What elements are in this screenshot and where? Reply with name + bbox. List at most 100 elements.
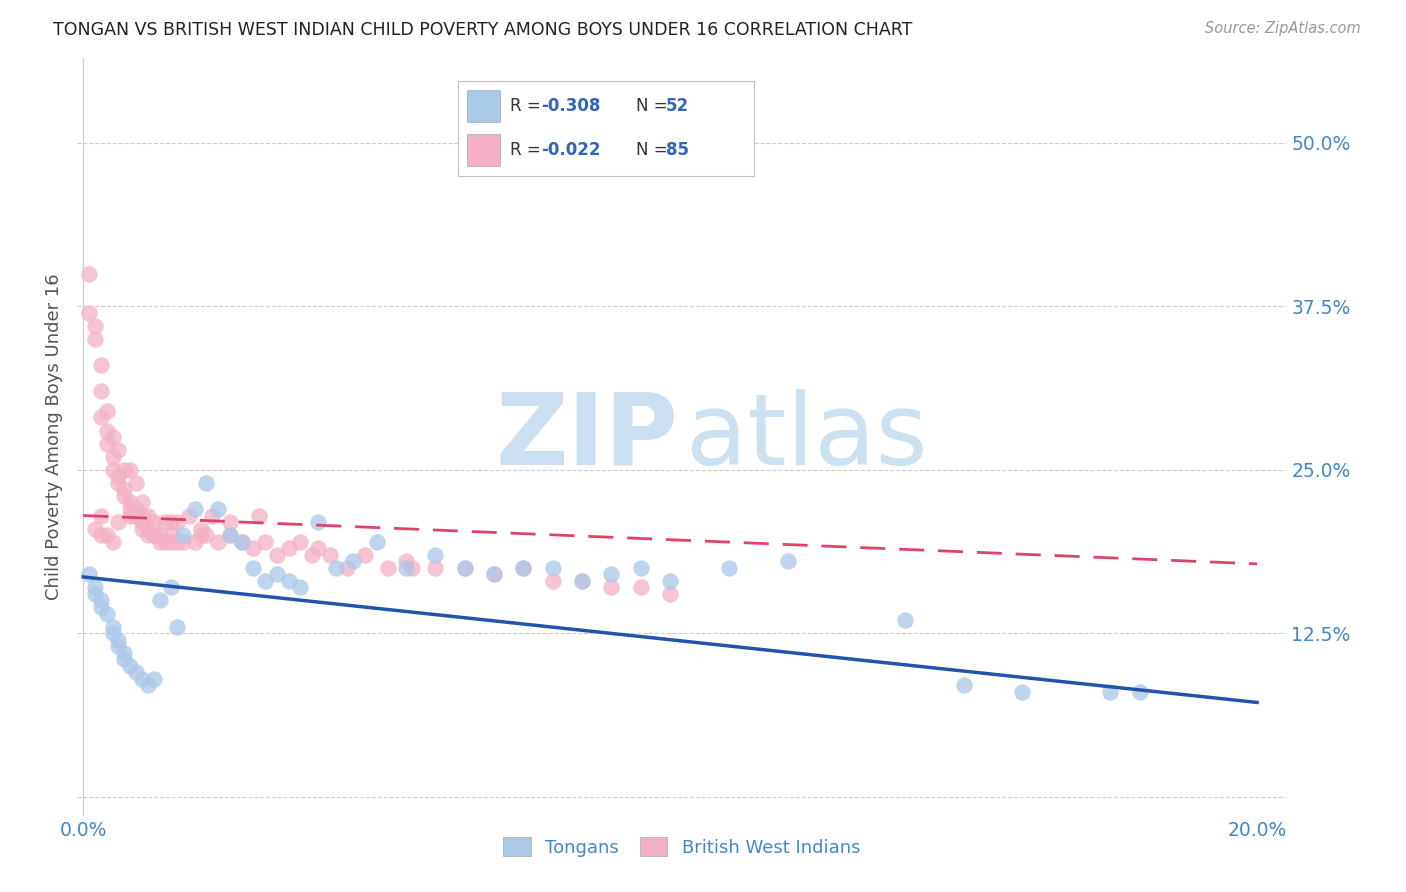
Point (425, 548, 447, 562)
Point (125, 508, 148, 523)
Point (101, 534, 124, 549)
Point (177, 508, 200, 523)
Point (307, 515, 329, 529)
Point (136, 528, 159, 542)
Point (395, 561, 418, 575)
Point (454, 561, 477, 575)
Point (90, 600, 112, 615)
Point (112, 483, 135, 497)
Point (630, 581, 652, 595)
Point (659, 574, 682, 588)
Point (894, 613, 917, 627)
Point (96, 436, 118, 450)
Y-axis label: Child Poverty Among Boys Under 16: Child Poverty Among Boys Under 16 (45, 274, 63, 600)
Point (120, 508, 142, 523)
Point (136, 678, 159, 692)
Point (776, 554, 799, 568)
Point (84, 581, 107, 595)
Point (541, 561, 564, 575)
Point (219, 515, 242, 529)
Text: ZIP: ZIP (495, 389, 678, 485)
Point (482, 567, 505, 582)
Point (120, 495, 142, 509)
Point (90, 384, 112, 399)
Point (125, 475, 148, 490)
Point (266, 567, 288, 582)
Point (190, 528, 212, 542)
Point (77, 267, 100, 281)
Point (148, 528, 170, 542)
Point (512, 561, 534, 575)
Point (183, 502, 205, 516)
Point (219, 528, 242, 542)
Point (160, 534, 183, 549)
Point (395, 554, 418, 568)
Text: Source: ZipAtlas.com: Source: ZipAtlas.com (1205, 21, 1361, 36)
Point (142, 672, 165, 686)
Point (107, 639, 129, 653)
Point (131, 672, 153, 686)
Point (131, 508, 153, 523)
Point (172, 528, 194, 542)
Point (571, 574, 593, 588)
Point (172, 534, 194, 549)
Point (112, 463, 135, 477)
Point (90, 358, 112, 372)
Point (107, 515, 129, 529)
Point (201, 508, 224, 523)
Point (107, 632, 129, 647)
Point (319, 548, 342, 562)
Point (125, 502, 148, 516)
Point (120, 463, 142, 477)
Point (242, 541, 264, 556)
Point (277, 541, 299, 556)
Point (482, 567, 505, 582)
Point (952, 678, 974, 692)
Point (160, 581, 183, 595)
Legend: Tongans, British West Indians: Tongans, British West Indians (496, 830, 868, 864)
Point (717, 561, 740, 575)
Point (190, 522, 212, 536)
Point (136, 522, 159, 536)
Point (247, 508, 270, 523)
Point (148, 534, 170, 549)
Point (160, 528, 183, 542)
Point (600, 567, 623, 582)
Point (1011, 685, 1033, 699)
Point (107, 469, 129, 483)
Point (131, 522, 153, 536)
Point (207, 502, 229, 516)
Point (266, 548, 288, 562)
Point (541, 574, 564, 588)
Point (155, 515, 177, 529)
Point (1099, 685, 1122, 699)
Point (425, 561, 447, 575)
Point (571, 574, 593, 588)
Point (84, 587, 107, 601)
Text: atlas: atlas (686, 389, 927, 485)
Point (254, 574, 277, 588)
Point (166, 619, 188, 633)
Point (107, 443, 129, 458)
Point (325, 561, 347, 575)
Point (142, 515, 165, 529)
Point (1129, 685, 1152, 699)
Point (101, 619, 124, 633)
Point (195, 475, 218, 490)
Text: TONGAN VS BRITISH WEST INDIAN CHILD POVERTY AMONG BOYS UNDER 16 CORRELATION CHAR: TONGAN VS BRITISH WEST INDIAN CHILD POVE… (53, 21, 912, 38)
Point (155, 534, 177, 549)
Point (136, 508, 159, 523)
Point (101, 450, 124, 464)
Point (166, 534, 188, 549)
Point (96, 404, 118, 418)
Point (125, 665, 148, 680)
Point (366, 534, 388, 549)
Point (112, 489, 135, 503)
Point (301, 548, 323, 562)
Point (290, 581, 312, 595)
Point (90, 528, 112, 542)
Point (401, 561, 423, 575)
Point (454, 561, 477, 575)
Point (231, 534, 253, 549)
Point (630, 561, 652, 575)
